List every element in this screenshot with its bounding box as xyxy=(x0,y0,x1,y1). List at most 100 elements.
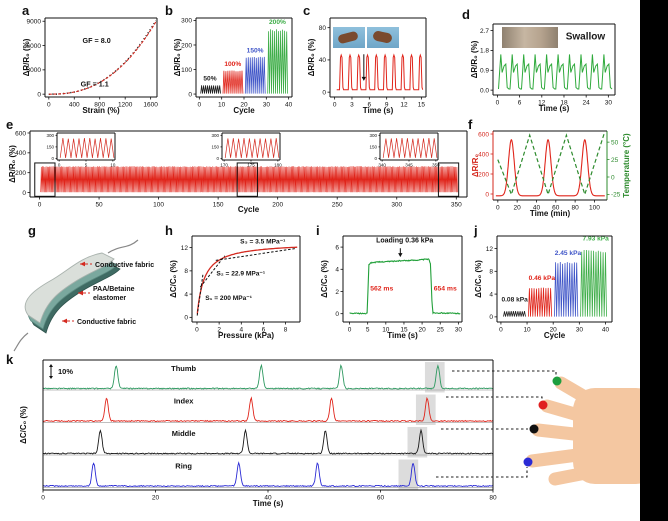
svg-text:200: 200 xyxy=(15,170,26,177)
svg-text:10: 10 xyxy=(218,102,226,109)
svg-text:9: 9 xyxy=(385,102,389,109)
panel-b-label: b xyxy=(165,3,173,18)
svg-text:0: 0 xyxy=(22,190,26,197)
panel-f-label: f xyxy=(468,117,473,132)
svg-text:6: 6 xyxy=(335,244,339,251)
photo-inset-throat xyxy=(502,27,558,48)
svg-text:200: 200 xyxy=(478,171,489,178)
svg-text:GF = 8.0: GF = 8.0 xyxy=(83,36,111,45)
svg-text:562 ms: 562 ms xyxy=(370,285,393,292)
svg-text:50: 50 xyxy=(95,202,103,209)
svg-text:Cycle: Cycle xyxy=(238,205,260,214)
panel-e-label: e xyxy=(6,117,14,132)
svg-text:0: 0 xyxy=(38,202,42,209)
svg-text:300: 300 xyxy=(391,202,402,209)
svg-text:180: 180 xyxy=(274,163,282,168)
svg-text:0: 0 xyxy=(496,205,500,212)
svg-text:0.9: 0.9 xyxy=(480,68,489,75)
svg-text:0: 0 xyxy=(499,327,503,334)
svg-text:GF = 1.1: GF = 1.1 xyxy=(81,79,109,88)
svg-text:Cycle: Cycle xyxy=(544,331,566,340)
svg-text:60: 60 xyxy=(552,205,560,212)
svg-text:0: 0 xyxy=(348,327,352,334)
svg-text:S₂ = 22.9 MPa⁻¹: S₂ = 22.9 MPa⁻¹ xyxy=(216,271,265,278)
svg-text:0.0: 0.0 xyxy=(480,87,489,94)
svg-text:5: 5 xyxy=(85,163,88,168)
svg-text:200: 200 xyxy=(272,202,283,209)
svg-text:ΔR/R₀ (%): ΔR/R₀ (%) xyxy=(470,40,479,78)
svg-text:175: 175 xyxy=(247,163,255,168)
svg-text:30: 30 xyxy=(605,100,613,107)
panel-e3: 340 345 350 0 150 300 xyxy=(369,132,440,168)
arrowhead-top xyxy=(80,261,85,267)
svg-text:80: 80 xyxy=(489,495,497,502)
panel-e: 0 50 100 150 200 250 300 3500200400600CycleΔR/R… xyxy=(8,130,468,214)
svg-text:9000: 9000 xyxy=(27,19,42,26)
svg-text:300: 300 xyxy=(181,18,192,25)
svg-text:Middle: Middle xyxy=(172,429,196,438)
svg-text:Loading 0.36 kPa: Loading 0.36 kPa xyxy=(376,238,433,245)
svg-text:4: 4 xyxy=(184,291,188,298)
panel-i-label: i xyxy=(316,223,320,238)
svg-text:300: 300 xyxy=(211,133,219,138)
svg-text:0: 0 xyxy=(198,102,202,109)
svg-text:Strain (%): Strain (%) xyxy=(82,106,120,115)
svg-text:150: 150 xyxy=(211,144,219,149)
svg-text:12: 12 xyxy=(181,245,189,252)
svg-text:10: 10 xyxy=(382,327,390,334)
svg-text:Swallow: Swallow xyxy=(566,31,606,42)
panel-d: Swallow 0 6 12 18 24 30 0.0 0.9 1.8 2.7 Time (s) ΔR/… xyxy=(470,23,616,113)
panel-c-label: c xyxy=(303,3,311,18)
svg-text:100: 100 xyxy=(153,202,164,209)
svg-text:30: 30 xyxy=(455,327,463,334)
svg-text:8: 8 xyxy=(284,327,288,334)
panel-c: 0 3 6 9 12 15 0 40 80 Time (s) ΔR/R₀ (%) xyxy=(307,17,427,115)
svg-text:24: 24 xyxy=(583,100,591,107)
svg-text:6: 6 xyxy=(262,327,266,334)
svg-text:300: 300 xyxy=(46,133,54,138)
svg-text:40: 40 xyxy=(285,102,293,109)
svg-text:25: 25 xyxy=(611,157,619,164)
arrowhead-bottom xyxy=(62,318,67,324)
svg-text:10: 10 xyxy=(523,327,531,334)
panel-e1: 0 5 10 0 150 300 xyxy=(46,132,116,168)
label-conductive-fabric-top: Conductive fabric xyxy=(95,262,154,269)
panel-a: GF = 8.0 GF = 1.1 0 400 800 1200 1600 0 3000 6000… xyxy=(22,17,158,115)
layer-top-fabric xyxy=(24,252,115,324)
svg-text:150: 150 xyxy=(46,144,54,149)
svg-text:0: 0 xyxy=(335,311,339,318)
photo-inset-finger-bending xyxy=(333,27,399,48)
svg-text:ΔR/R₀ (%): ΔR/R₀ (%) xyxy=(8,145,17,183)
svg-text:100: 100 xyxy=(181,67,192,74)
svg-text:12: 12 xyxy=(400,102,408,109)
svg-text:0.08 kPa: 0.08 kPa xyxy=(501,296,528,303)
svg-text:30: 30 xyxy=(576,327,584,334)
svg-text:60: 60 xyxy=(377,495,385,502)
svg-text:ΔR/R₀ (%): ΔR/R₀ (%) xyxy=(307,38,316,76)
photo-finger-straight xyxy=(333,27,365,48)
svg-text:400: 400 xyxy=(69,102,80,109)
svg-text:300: 300 xyxy=(369,133,377,138)
panel-f: 0 20 40 60 80 100 0 200 400 600 -25 0 25 50 Time (min)… xyxy=(471,130,631,218)
svg-text:0: 0 xyxy=(333,102,337,109)
svg-text:200%: 200% xyxy=(269,19,286,26)
svg-text:0: 0 xyxy=(51,156,54,161)
svg-text:Time (s): Time (s) xyxy=(387,331,418,340)
svg-text:170: 170 xyxy=(220,163,228,168)
svg-text:4: 4 xyxy=(489,291,493,298)
device-schematic: Conductive fabric PAA/Betaine elastomer … xyxy=(13,239,154,352)
middle-dot xyxy=(529,424,539,434)
svg-text:ΔR/R₀ (%): ΔR/R₀ (%) xyxy=(173,38,182,76)
wire-top xyxy=(107,239,139,254)
svg-text:ΔC/C₀ (%): ΔC/C₀ (%) xyxy=(19,406,28,444)
svg-text:ΔC/C₀ (%): ΔC/C₀ (%) xyxy=(320,260,329,298)
svg-text:20: 20 xyxy=(550,327,558,334)
label-elastomer-line2: elastomer xyxy=(93,295,126,302)
svg-text:10: 10 xyxy=(110,163,116,168)
svg-text:6: 6 xyxy=(518,100,522,107)
svg-text:340: 340 xyxy=(378,163,386,168)
svg-text:600: 600 xyxy=(478,131,489,138)
svg-text:-25: -25 xyxy=(611,192,621,199)
